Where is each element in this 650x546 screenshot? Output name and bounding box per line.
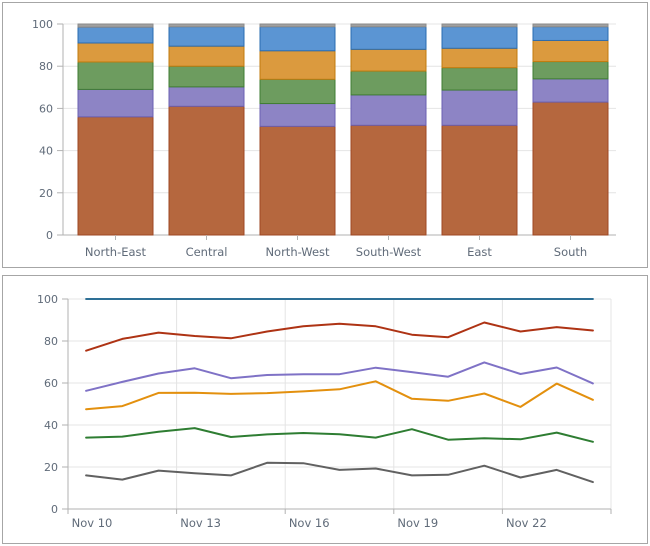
- x-axis-label: Nov 13: [180, 516, 221, 530]
- bar-segment-series-sienna: [259, 125, 336, 236]
- x-axis-label: Nov 16: [289, 516, 330, 530]
- stacked-bar-chart-panel: 0 20 40 60 80 100 North-East Central North-West S…: [2, 2, 648, 268]
- bar-segment-series-orange: [441, 47, 518, 69]
- x-axis-label: North-East: [85, 245, 147, 259]
- bar-segment-series-orange: [77, 42, 154, 63]
- bar-segment-series-gray: [168, 23, 245, 28]
- bar-segment-series-green: [168, 65, 245, 88]
- y-axis-label: 0: [51, 503, 58, 516]
- line-chart: 0 20 40 60 80 100 Nov 10 Nov 13 Nov 16 Nov 19 Nov …: [37, 293, 612, 530]
- y-axis-label: 80: [44, 335, 58, 348]
- x-axis-label: North-West: [265, 245, 330, 259]
- y-axis-label: 100: [37, 293, 58, 306]
- y-axis-label: 60: [39, 102, 53, 115]
- bar-segment-series-orange: [259, 50, 336, 80]
- x-axis-label: Nov 10: [72, 516, 113, 530]
- bar-segment-series-gray: [350, 23, 427, 28]
- x-axis-label: East: [467, 245, 492, 259]
- bar-segment-series-green: [441, 67, 518, 91]
- line-purple: [85, 361, 594, 392]
- bar-segment-series-gray: [441, 23, 518, 28]
- line-gray: [85, 461, 594, 484]
- bar-segment-series-blue: [441, 26, 518, 49]
- bar-segment-series-purple: [259, 103, 336, 127]
- bar-segment-series-blue: [77, 26, 154, 44]
- y-axis-label: 0: [46, 229, 53, 242]
- bar-segment-series-sienna: [441, 124, 518, 236]
- bar-segment-series-blue: [259, 26, 336, 52]
- line-green: [85, 427, 594, 443]
- bar-segment-series-orange: [350, 48, 427, 72]
- bar-segment-series-gray: [532, 23, 609, 28]
- x-axis-label: Central: [186, 245, 228, 259]
- line-red: [85, 321, 594, 352]
- bar-segment-series-sienna: [350, 124, 427, 236]
- y-axis-label: 100: [32, 18, 53, 31]
- x-axis-label: South: [554, 245, 587, 259]
- bar-segment-series-green: [350, 70, 427, 96]
- y-axis-label: 40: [44, 419, 58, 432]
- bar-segment-series-purple: [77, 88, 154, 118]
- line-orange: [85, 380, 594, 411]
- line-chart-panel: 0 20 40 60 80 100 Nov 10 Nov 13 Nov 16 Nov 19 Nov …: [2, 275, 648, 544]
- y-axis-label: 40: [39, 145, 53, 158]
- bar-segment-series-blue: [168, 26, 245, 47]
- bar-segment-series-purple: [350, 94, 427, 126]
- x-axis-label: Nov 22: [506, 516, 547, 530]
- y-axis-label: 60: [44, 377, 58, 390]
- x-axis-label: Nov 19: [397, 516, 438, 530]
- bar-segment-series-green: [77, 61, 154, 90]
- bar-segment-series-sienna: [168, 105, 245, 236]
- bar-segment-series-blue: [532, 26, 609, 41]
- y-axis-label: 20: [44, 461, 58, 474]
- bar-segment-series-orange: [532, 39, 609, 63]
- bar-segment-series-green: [259, 78, 336, 105]
- bar-segment-series-purple: [168, 86, 245, 107]
- bar-segment-series-sienna: [77, 116, 154, 236]
- bar-segment-series-gray: [77, 23, 154, 28]
- bar-segment-series-gray: [259, 23, 336, 28]
- stacked-bar-chart: 0 20 40 60 80 100 North-East Central North-West S…: [32, 18, 616, 259]
- x-axis-label: South-West: [356, 245, 422, 259]
- bar-segment-series-orange: [168, 45, 245, 67]
- bar-segment-series-purple: [441, 89, 518, 126]
- y-axis-label: 20: [39, 187, 53, 200]
- bar-segment-series-sienna: [532, 101, 609, 236]
- bar-segment-series-green: [532, 61, 609, 80]
- bar-segment-series-purple: [532, 78, 609, 103]
- y-axis-label: 80: [39, 60, 53, 73]
- bar-segment-series-blue: [350, 26, 427, 50]
